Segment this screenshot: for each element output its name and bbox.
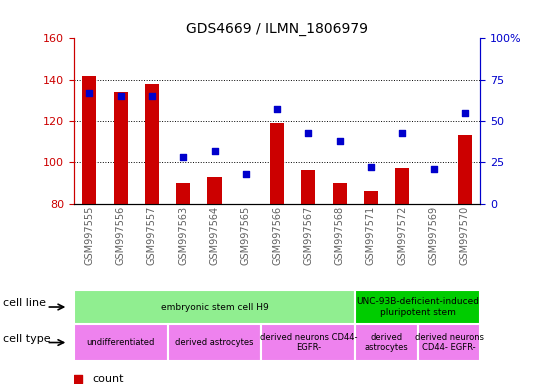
Text: GSM997572: GSM997572 [397, 206, 407, 265]
Text: undifferentiated: undifferentiated [86, 338, 155, 347]
Bar [355, 324, 418, 361]
Text: GSM997568: GSM997568 [335, 206, 345, 265]
Text: GSM997563: GSM997563 [178, 206, 188, 265]
Text: derived astrocytes: derived astrocytes [175, 338, 254, 347]
Text: embryonic stem cell H9: embryonic stem cell H9 [161, 303, 269, 312]
Point [116, 93, 125, 99]
Bar [458, 136, 472, 204]
Title: GDS4669 / ILMN_1806979: GDS4669 / ILMN_1806979 [186, 22, 368, 36]
Text: UNC-93B-deficient-induced
pluripotent stem: UNC-93B-deficient-induced pluripotent st… [357, 298, 479, 317]
Bar [82, 76, 97, 204]
Bar [262, 324, 355, 361]
Text: derived neurons CD44-
EGFR-: derived neurons CD44- EGFR- [260, 333, 357, 353]
Point [366, 164, 375, 170]
Point [273, 106, 282, 113]
Point [210, 147, 219, 154]
Text: GSM997567: GSM997567 [304, 206, 313, 265]
Point [179, 154, 188, 161]
Text: derived
astrocytes: derived astrocytes [365, 333, 408, 353]
Point [85, 90, 94, 96]
Bar [418, 324, 480, 361]
Bar [168, 324, 262, 361]
Text: GSM997564: GSM997564 [210, 206, 219, 265]
Bar [364, 191, 378, 204]
Point [310, 291, 318, 297]
Bar [395, 169, 410, 204]
Text: cell type: cell type [3, 334, 50, 344]
Point [429, 166, 438, 172]
Text: derived neurons
CD44- EGFR-: derived neurons CD44- EGFR- [415, 333, 484, 353]
Point [335, 138, 344, 144]
Bar [207, 177, 222, 204]
Text: GSM997565: GSM997565 [241, 206, 251, 265]
Bar [114, 92, 128, 204]
Point [460, 109, 469, 116]
Text: GSM997566: GSM997566 [272, 206, 282, 265]
Point [304, 129, 313, 136]
Bar [74, 290, 355, 324]
Bar [270, 123, 284, 204]
Text: cell line: cell line [3, 298, 46, 308]
Bar [145, 84, 159, 204]
Point [147, 93, 156, 99]
Text: GSM997569: GSM997569 [429, 206, 438, 265]
Text: GSM997556: GSM997556 [116, 206, 126, 265]
Text: GSM997571: GSM997571 [366, 206, 376, 265]
Text: GSM997555: GSM997555 [84, 206, 94, 265]
Text: count: count [92, 374, 123, 384]
Point [310, 99, 318, 105]
Bar [355, 290, 480, 324]
Bar [74, 324, 168, 361]
Bar [301, 170, 316, 204]
Point [398, 129, 407, 136]
Point [241, 171, 250, 177]
Text: GSM997570: GSM997570 [460, 206, 470, 265]
Bar [333, 183, 347, 204]
Bar [176, 183, 190, 204]
Text: GSM997557: GSM997557 [147, 206, 157, 265]
